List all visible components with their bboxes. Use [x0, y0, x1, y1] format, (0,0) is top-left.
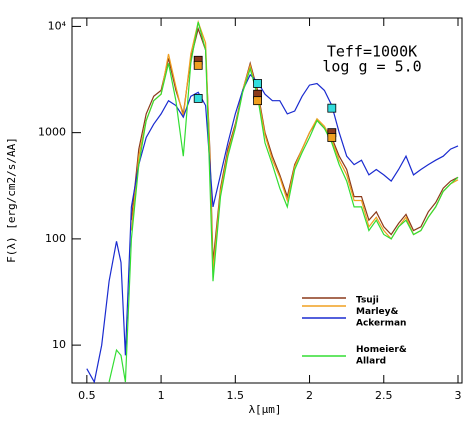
photometry-point [193, 60, 203, 70]
photometry-point [327, 133, 337, 142]
annotation: Teff=1000K [327, 43, 417, 61]
plot-frame [71, 17, 463, 384]
annotation: log g = 5.0 [322, 58, 421, 76]
x-tick-label: 1 [158, 389, 165, 402]
x-tick-label: 0.5 [78, 389, 96, 402]
legend-label: Homeier& Allard [356, 345, 407, 367]
legend-label: Marley& Ackerman [356, 307, 406, 329]
x-tick-label: 2 [306, 389, 313, 402]
spectrum-line [130, 19, 459, 271]
y-tick-label: 1000 [38, 126, 66, 139]
spectrum-line [86, 73, 459, 383]
x-tick-label: 1.5 [227, 389, 245, 402]
photometry-point [327, 103, 337, 113]
plot-area [86, 19, 459, 383]
legend-label: Tsuji [356, 296, 379, 306]
y-tick-label: 10 [52, 338, 66, 351]
x-tick-label: 2.5 [375, 389, 393, 402]
y-tick-label: 100 [45, 232, 66, 245]
photometry-point [253, 96, 262, 106]
y-tick-label: 10⁴ [48, 19, 67, 32]
spectrum-line [108, 21, 459, 383]
y-axis-label: F(λ) [erg/cm2/s/AA] [5, 137, 18, 263]
x-tick-label: 3 [455, 389, 462, 402]
photometry-point [193, 94, 203, 103]
x-axis-label: λ[μm] [248, 403, 281, 416]
photometry-point [253, 79, 262, 88]
